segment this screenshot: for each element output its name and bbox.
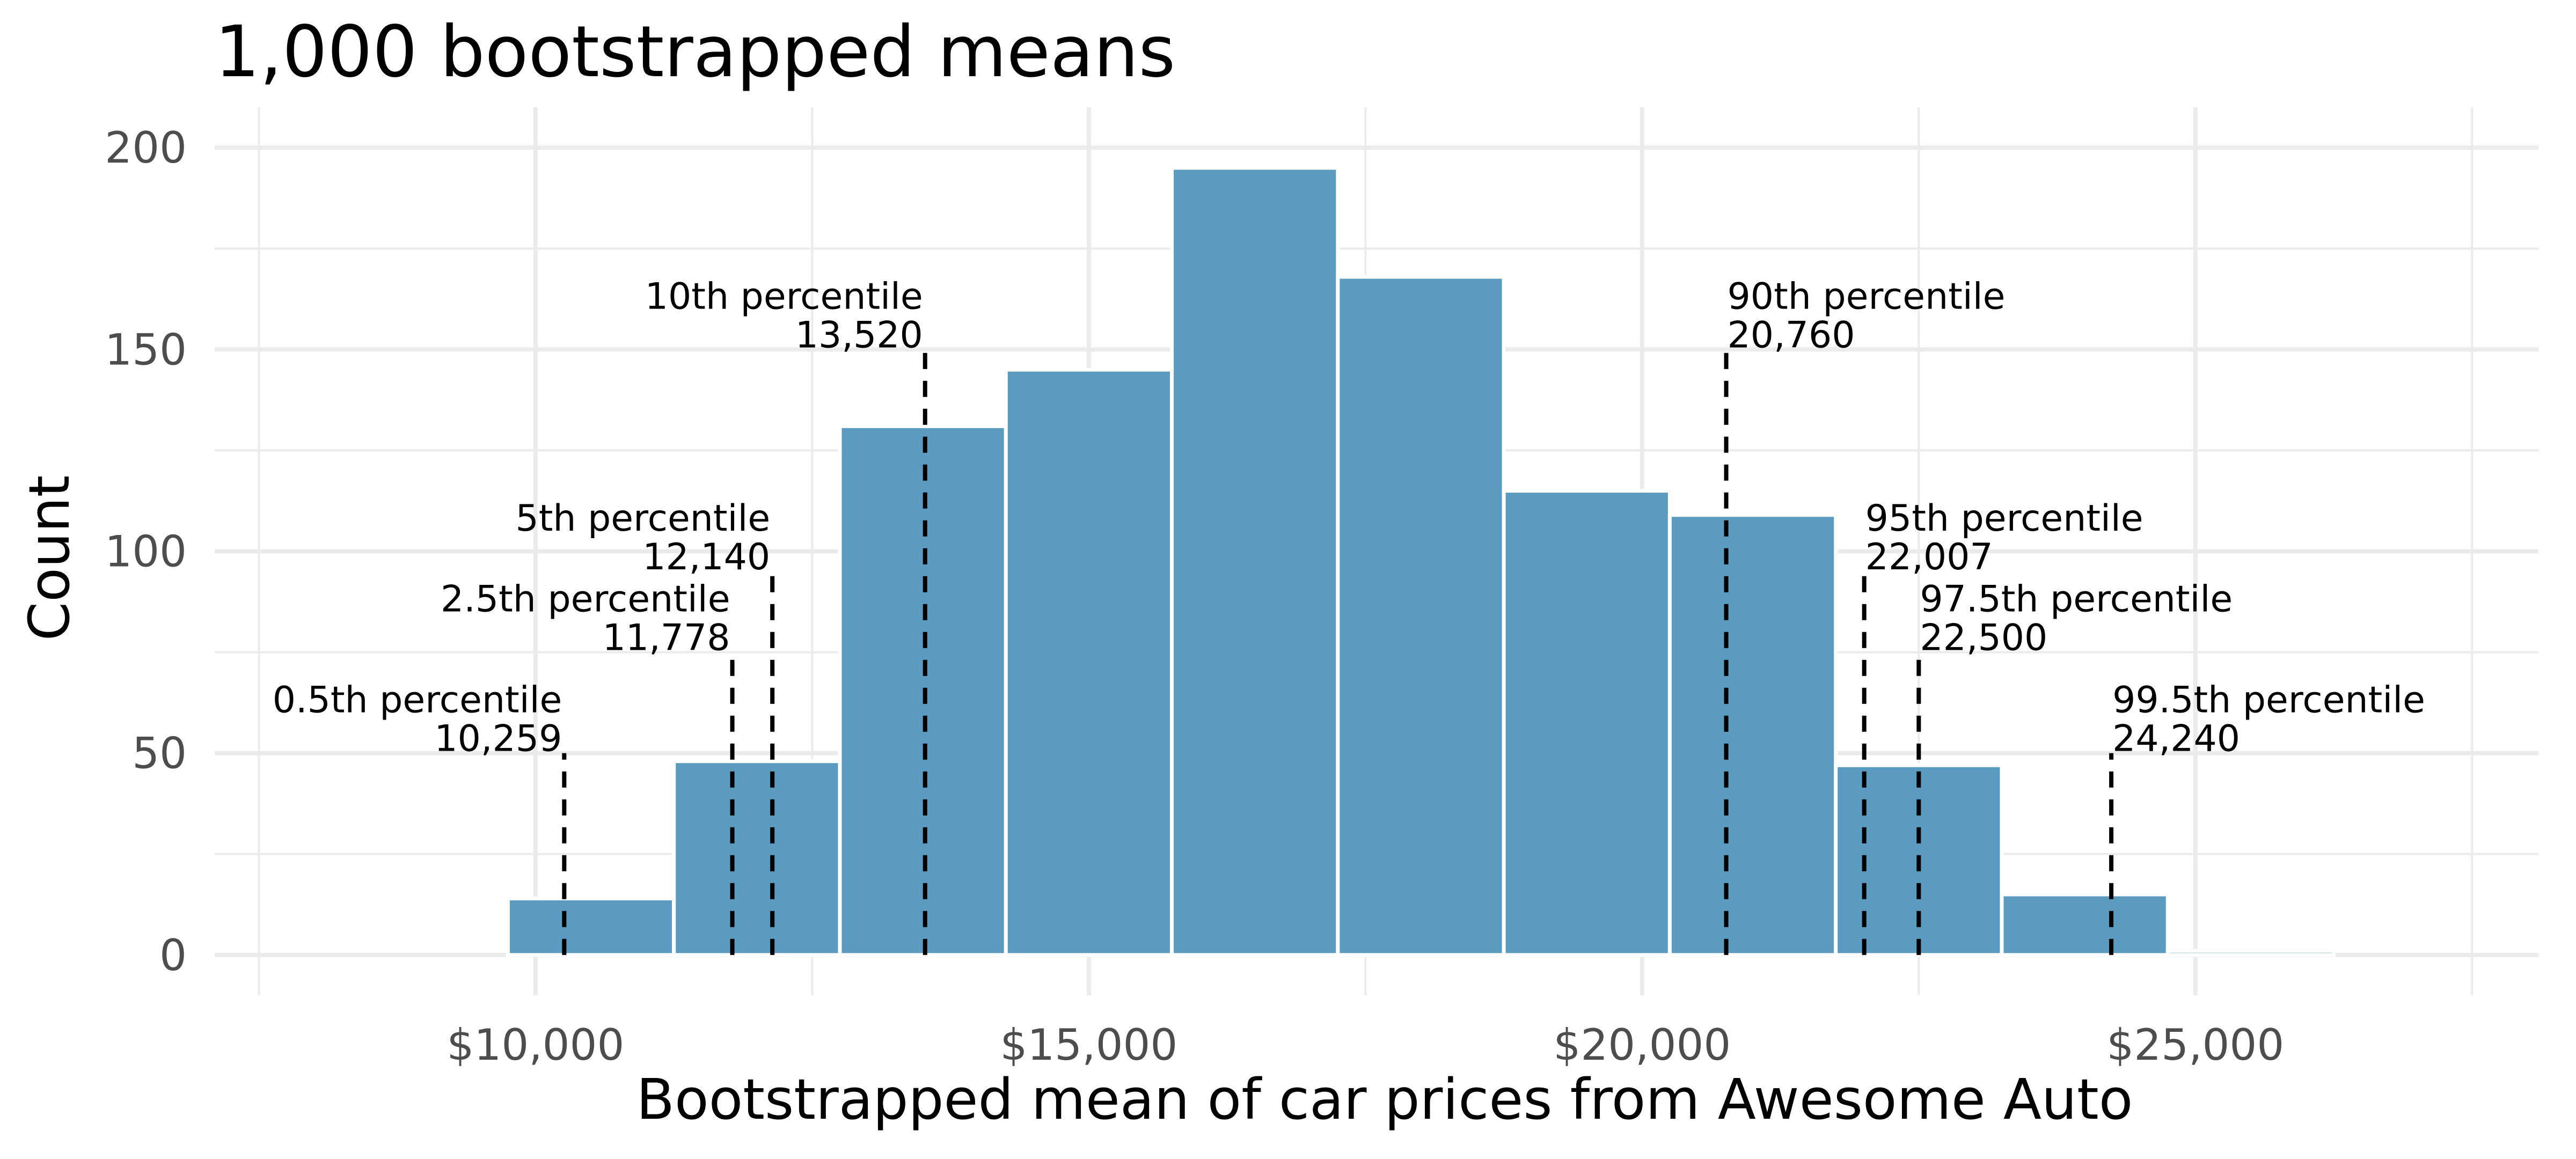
percentile-value-label: 22,500 xyxy=(1920,617,2047,659)
percentile-name-label: 10th percentile xyxy=(645,275,923,318)
percentile-value-label: 12,140 xyxy=(642,536,770,578)
y-axis-title: Count xyxy=(17,475,82,641)
percentile-name-label: 90th percentile xyxy=(1728,275,2006,318)
percentile-lines xyxy=(562,349,2114,955)
percentile-name-label: 95th percentile xyxy=(1865,497,2143,540)
y-axis-ticks: 0 50 100 150 200 xyxy=(105,123,187,980)
y-tick-label: 150 xyxy=(105,325,187,375)
histogram-bar xyxy=(2000,892,2170,957)
percentile-value-label: 10,259 xyxy=(434,718,562,760)
y-tick-label: 0 xyxy=(159,930,187,980)
percentile-value-label: 20,760 xyxy=(1728,314,1855,356)
y-tick-label: 200 xyxy=(105,123,187,173)
histogram-bar xyxy=(1004,368,1174,957)
x-tick-label: $25,000 xyxy=(2106,1020,2284,1070)
y-tick-label: 100 xyxy=(105,527,187,577)
histogram-bar xyxy=(2165,949,2336,957)
percentile-name-label: 99.5th percentile xyxy=(2112,679,2425,722)
percentile-value-label: 22,007 xyxy=(1865,536,1993,578)
percentile-name-label: 0.5th percentile xyxy=(273,679,562,722)
bars xyxy=(506,166,2336,957)
histogram-bar xyxy=(1502,489,1672,957)
x-tick-label: $20,000 xyxy=(1553,1020,1731,1070)
histogram-bar xyxy=(838,424,1008,957)
histogram-bar xyxy=(506,896,676,957)
x-tick-label: $15,000 xyxy=(1000,1020,1177,1070)
percentile-name-label: 97.5th percentile xyxy=(1920,578,2233,621)
chart-title: 1,000 bootstrapped means xyxy=(215,11,1175,93)
y-tick-label: 50 xyxy=(132,729,187,779)
percentile-value-label: 13,520 xyxy=(795,314,923,356)
percentile-name-label: 5th percentile xyxy=(515,497,770,540)
histogram-bar xyxy=(1667,513,1838,957)
percentile-value-label: 24,240 xyxy=(2112,718,2240,760)
x-axis-title: Bootstrapped mean of car prices from Awe… xyxy=(636,1067,2133,1132)
histogram-bar xyxy=(672,759,842,957)
x-tick-label: $10,000 xyxy=(447,1020,625,1070)
percentile-name-label: 2.5th percentile xyxy=(441,578,730,621)
percentile-value-label: 11,778 xyxy=(603,617,730,659)
histogram-bar xyxy=(1336,275,1506,957)
x-axis-ticks: $10,000 $15,000 $20,000 $25,000 xyxy=(447,1020,2285,1070)
histogram-bar xyxy=(1170,166,1340,957)
